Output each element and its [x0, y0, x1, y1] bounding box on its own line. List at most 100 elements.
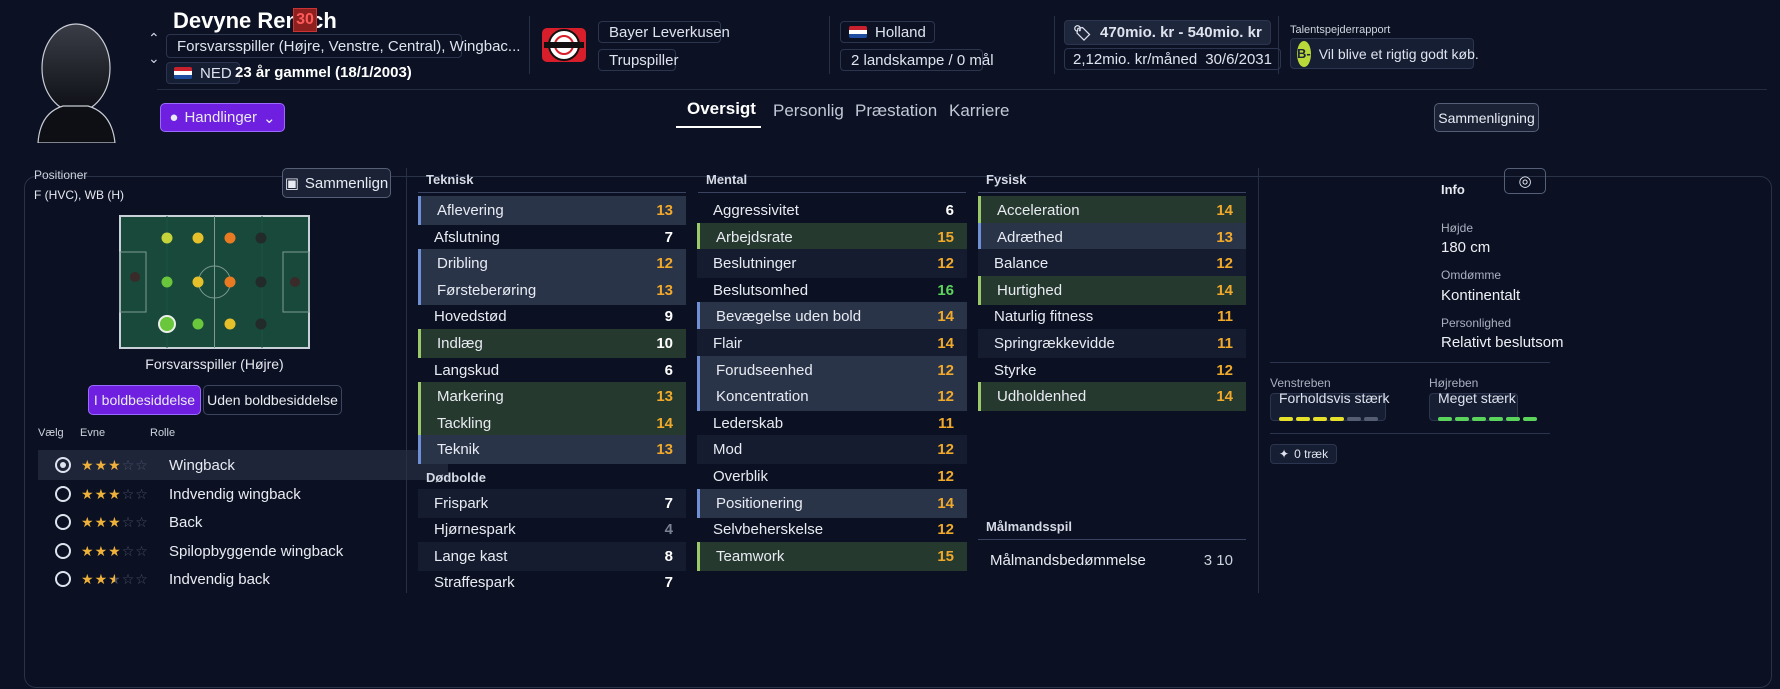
role-radio[interactable]	[55, 457, 71, 473]
tab-overview[interactable]: Oversigt	[687, 99, 756, 118]
goalkeeping-header: Målmandsspil	[986, 519, 1072, 534]
attribute-value: 12	[937, 521, 954, 539]
chevron-up-icon[interactable]: ⌃	[148, 30, 160, 46]
attribute-name: Adræthed	[997, 228, 1063, 246]
traits-label: 0 træk	[1294, 447, 1329, 461]
attribute-name: Hjørnespark	[434, 521, 516, 539]
staff-icon-button[interactable]: ◎	[1504, 168, 1546, 194]
attribute-row[interactable]: Adræthed 13	[978, 222, 1246, 252]
attribute-row[interactable]: Målmandsbedømmelse 3 10	[974, 546, 1246, 575]
position-dot	[192, 232, 204, 244]
attribute-row[interactable]: Arbejdsrate 15	[697, 222, 967, 252]
role-radio[interactable]	[55, 543, 71, 559]
selected-position-label: Forsvarsspiller (Højre)	[145, 356, 284, 372]
scout-report[interactable]: B- Vil blive et rigtig godt køb.	[1290, 38, 1479, 69]
role-radio[interactable]	[55, 571, 71, 587]
chevron-down-icon[interactable]: ⌄	[148, 50, 160, 66]
attribute-row[interactable]: Beslutsomhed 16	[697, 276, 967, 305]
person-circle-icon: ◎	[1518, 173, 1532, 190]
personality-label: Personlighed	[1441, 316, 1512, 330]
tab-performance[interactable]: Præstation	[855, 101, 938, 120]
out-of-possession-toggle[interactable]: Uden boldbesiddelse	[203, 385, 342, 415]
attribute-row[interactable]: Teamwork 15	[697, 541, 967, 571]
attribute-name: Balance	[994, 255, 1049, 273]
role-row[interactable]: ★★★☆☆ Indvendig wingback	[38, 479, 448, 509]
actions-button[interactable]: ● Handlinger ⌄	[160, 103, 285, 132]
attribute-row[interactable]: Udholdenhed 14	[978, 382, 1246, 412]
role-row[interactable]: ★★★☆☆ Indvendig back	[38, 564, 448, 594]
attribute-value: 3 10	[1203, 551, 1233, 569]
attribute-name: Markering	[437, 388, 504, 406]
attribute-row[interactable]: Lange kast 8	[418, 541, 686, 571]
attribute-row[interactable]: Positionering 14	[697, 488, 967, 518]
attribute-row[interactable]: Hovedstød 9	[418, 302, 686, 331]
technical-header: Teknisk	[426, 172, 474, 187]
attribute-row[interactable]: Overblik 12	[697, 462, 967, 491]
attribute-row[interactable]: Forudseenhed 12	[697, 355, 967, 385]
attribute-row[interactable]: Selvbeherskelse 12	[697, 515, 967, 544]
attribute-name: Forudseenhed	[716, 361, 813, 379]
attribute-row[interactable]: Hurtighed 14	[978, 275, 1246, 305]
attribute-row[interactable]: Langskud 6	[418, 356, 686, 385]
attribute-row[interactable]: Acceleration 14	[978, 196, 1246, 225]
attribute-name: Beslutsomhed	[713, 281, 809, 299]
attribute-name: Positionering	[716, 494, 803, 512]
tab-career[interactable]: Karriere	[949, 101, 1010, 120]
in-possession-toggle[interactable]: I boldbesiddelse	[88, 385, 201, 415]
attribute-value: 7	[664, 574, 673, 592]
attribute-row[interactable]: Aflevering 13	[418, 196, 686, 225]
role-radio[interactable]	[55, 486, 71, 502]
attribute-row[interactable]: Dribling 12	[418, 249, 686, 279]
compare-top-button[interactable]: Sammenligning	[1434, 103, 1539, 132]
attribute-value: 13	[656, 281, 673, 299]
attribute-row[interactable]: Mod 12	[697, 435, 967, 465]
attribute-row[interactable]: Hjørnespark 4	[418, 515, 686, 544]
attribute-row[interactable]: Bevægelse uden bold 14	[697, 302, 967, 332]
attribute-row[interactable]: Frispark 7	[418, 488, 686, 518]
attribute-row[interactable]: Styrke 12	[978, 356, 1246, 385]
country-badge[interactable]: Holland	[840, 21, 935, 43]
attribute-row[interactable]: Førsteberøring 13	[418, 275, 686, 305]
mental-header: Mental	[706, 172, 748, 187]
attribute-row[interactable]: Balance 12	[978, 249, 1246, 279]
position-dot	[192, 276, 204, 288]
attribute-value: 11	[1217, 308, 1233, 326]
attribute-value: 12	[937, 361, 954, 379]
attribute-row[interactable]: Afslutning 7	[418, 223, 686, 252]
attribute-value: 13	[656, 441, 673, 459]
tab-personal[interactable]: Personlig	[773, 101, 844, 120]
attribute-row[interactable]: Koncentration 12	[697, 382, 967, 412]
compare-positions-button[interactable]: ▣ Sammenlign	[282, 168, 391, 198]
attribute-row[interactable]: Tackling 14	[418, 408, 686, 438]
physical-header: Fysisk	[986, 172, 1027, 187]
attribute-row[interactable]: Straffespark 7	[418, 568, 686, 597]
squad-status-label: Trupspiller	[609, 51, 679, 69]
attribute-row[interactable]: Naturlig fitness 11	[978, 302, 1246, 331]
attribute-name: Teknik	[437, 441, 480, 459]
role-row[interactable]: ★★★☆☆ Wingback	[38, 450, 448, 480]
netherlands-flag-icon	[849, 26, 867, 38]
role-row[interactable]: ★★★☆☆ Spilopbyggende wingback	[38, 536, 448, 566]
positions-value: F (HVC), WB (H)	[34, 188, 124, 202]
role-radio[interactable]	[55, 514, 71, 530]
position-dot	[192, 318, 204, 330]
attribute-row[interactable]: Beslutninger 12	[697, 249, 967, 279]
position-dot	[224, 276, 236, 288]
age-text: 23 år gammel (18/1/2003)	[235, 64, 412, 81]
attribute-row[interactable]: Springrækkevidde 11	[978, 329, 1246, 358]
traits-badge[interactable]: ✦ 0 træk	[1270, 444, 1338, 464]
attribute-name: Dribling	[437, 255, 488, 273]
attribute-row[interactable]: Flair 14	[697, 329, 967, 358]
attribute-row[interactable]: Aggressivitet 6	[697, 196, 967, 225]
transfer-value[interactable]: 🏷 470mio. kr - 540mio. kr	[1064, 20, 1271, 45]
attribute-row[interactable]: Markering 13	[418, 382, 686, 412]
attribute-row[interactable]: Teknik 13	[418, 435, 686, 465]
attribute-name: Selvbeherskelse	[713, 521, 824, 539]
role-row[interactable]: ★★★☆☆ Back	[38, 507, 448, 537]
club-name[interactable]: Bayer Leverkusen	[598, 21, 730, 43]
reputation-label: Omdømme	[1441, 268, 1501, 282]
attribute-value: 14	[1216, 202, 1233, 219]
attribute-row[interactable]: Lederskab 11	[697, 409, 967, 438]
attribute-row[interactable]: Indlæg 10	[418, 329, 686, 358]
attribute-name: Lange kast	[434, 547, 508, 565]
